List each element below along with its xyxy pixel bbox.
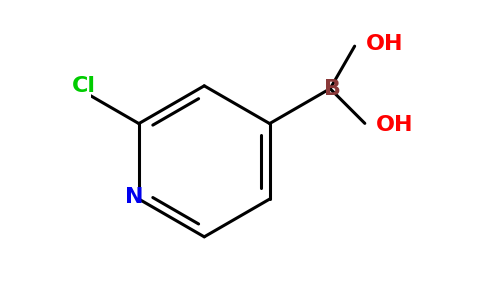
Text: Cl: Cl (72, 76, 96, 96)
Text: N: N (125, 187, 144, 207)
Text: B: B (323, 79, 341, 99)
Text: OH: OH (366, 34, 404, 54)
Text: OH: OH (376, 115, 414, 135)
